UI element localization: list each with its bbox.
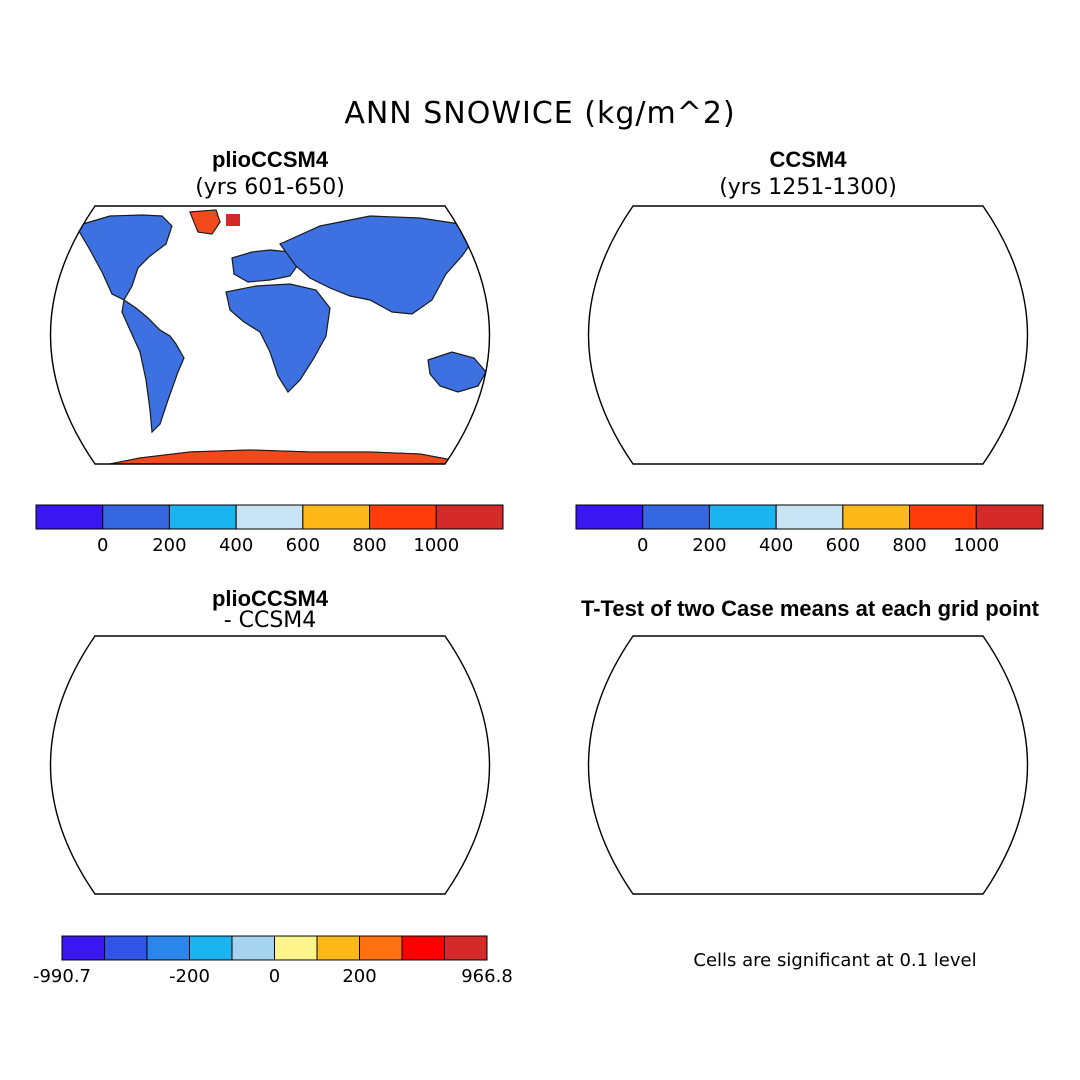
cb-pliocene-swatch-0 xyxy=(35,504,104,530)
cb-ccsm4-tick-label: 600 xyxy=(826,535,860,556)
cb-diff-swatch-4 xyxy=(231,935,275,961)
ttest-significance-note: Cells are significant at 0.1 level xyxy=(693,950,977,971)
cb-diff-tick-label: 200 xyxy=(342,966,376,987)
cb-ccsm4-tick-label: 800 xyxy=(892,535,926,556)
panel-1-subtitle: (yrs 601-650) xyxy=(195,175,345,200)
cb-ccsm4-tick-label: 400 xyxy=(759,535,793,556)
cb-ccsm4-swatch-5 xyxy=(909,504,977,530)
cb-ccsm4-swatch-4 xyxy=(842,504,911,530)
cb-diff-tick-label: 966.8 xyxy=(461,966,513,987)
cb-pliocene-tick-label: 200 xyxy=(152,535,186,556)
map-panel-pliocene xyxy=(49,205,491,465)
cb-pliocene-swatch-2 xyxy=(168,504,237,530)
colorbar-ccsm4: 0 200 400 600 800 1000 xyxy=(575,504,1044,556)
cb-diff-tick-label: 0 xyxy=(269,966,280,987)
panel-1-title: plioCCSM4 xyxy=(211,147,329,172)
cb-pliocene-swatch-6 xyxy=(435,504,504,530)
greenland-ice xyxy=(189,209,221,235)
panel-4-title: T-Test of two Case means at each grid po… xyxy=(580,596,1039,621)
cb-ccsm4-swatch-0 xyxy=(575,504,644,530)
map-panel-difference xyxy=(49,635,491,895)
cb-ccsm4-swatch-6 xyxy=(975,504,1044,530)
cb-ccsm4-tick-label: 200 xyxy=(692,535,726,556)
cb-pliocene-swatch-1 xyxy=(102,504,170,530)
cb-pliocene-tick-label: 800 xyxy=(352,535,386,556)
cb-diff-swatch-9 xyxy=(444,935,488,961)
cb-diff-swatch-2 xyxy=(146,935,190,961)
cb-diff-swatch-0 xyxy=(61,935,105,961)
cb-pliocene-tick-label: 400 xyxy=(219,535,253,556)
cb-diff-swatch-1 xyxy=(104,935,148,961)
cb-diff-swatch-6 xyxy=(316,935,360,961)
cb-ccsm4-swatch-2 xyxy=(708,504,777,530)
colorbar-difference: -990.7 -200 0 200 966.8 xyxy=(33,935,513,987)
panel-2-subtitle: (yrs 1251-1300) xyxy=(719,175,897,200)
cb-ccsm4-tick-label: 1000 xyxy=(953,535,999,556)
cb-diff-swatch-5 xyxy=(274,935,318,961)
map-panel-ttest xyxy=(587,635,1029,895)
cb-pliocene-swatch-5 xyxy=(369,504,437,530)
map-panel-ccsm4 xyxy=(587,205,1029,465)
cb-ccsm4-swatch-1 xyxy=(642,504,710,530)
cb-ccsm4-swatch-3 xyxy=(775,504,844,530)
colorbar-pliocene: 0 200 400 600 800 1000 xyxy=(35,504,504,556)
cb-pliocene-tick-label: 600 xyxy=(286,535,320,556)
cb-pliocene-swatch-4 xyxy=(302,504,371,530)
cb-diff-tick-label: -990.7 xyxy=(33,966,91,987)
cb-ccsm4-tick-label: 0 xyxy=(637,535,648,556)
panel-3-subtitle: - CCSM4 xyxy=(223,608,317,633)
figure-title: ANN SNOWICE (kg/m^2) xyxy=(344,96,736,131)
panel-2-title: CCSM4 xyxy=(769,147,847,172)
cb-diff-tick-label: -200 xyxy=(169,966,210,987)
cb-pliocene-tick-label: 1000 xyxy=(413,535,459,556)
cb-pliocene-tick-label: 0 xyxy=(97,535,108,556)
cb-pliocene-swatch-3 xyxy=(235,504,304,530)
cb-diff-swatch-8 xyxy=(401,935,445,961)
cb-diff-swatch-7 xyxy=(359,935,403,961)
cb-diff-swatch-3 xyxy=(189,935,233,961)
panel-3-title: plioCCSM4 xyxy=(211,586,329,611)
